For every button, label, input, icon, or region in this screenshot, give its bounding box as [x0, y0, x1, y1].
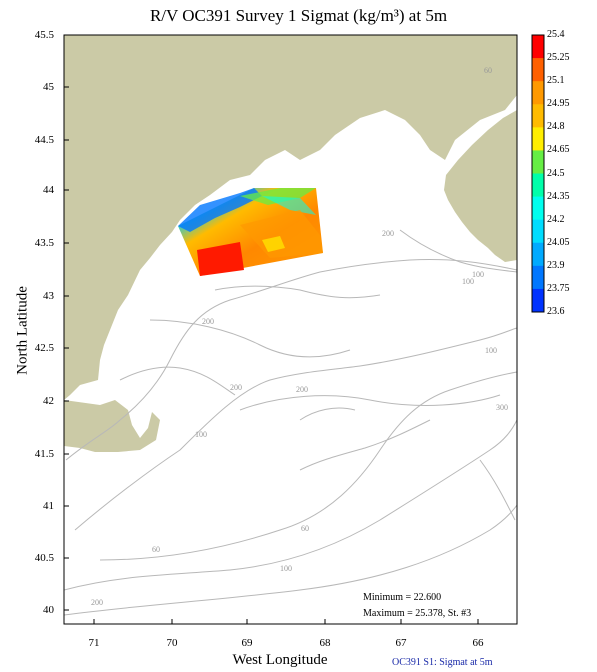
land-maine [64, 35, 517, 400]
y-tick-label: 40 [43, 604, 54, 616]
plot-frame [63, 34, 518, 625]
colorbar-swatch [532, 242, 544, 267]
colorbar-swatch [532, 196, 544, 221]
y-tick-label: 45.5 [34, 29, 54, 41]
plot-area [64, 35, 517, 616]
contour-label: 60 [301, 524, 309, 533]
x-tick-label: 70 [166, 637, 178, 649]
x-tick-label: 66 [472, 637, 484, 649]
minimum-stat: Minimum = 22.600 [363, 592, 442, 603]
contour-label: 100 [485, 346, 497, 355]
y-tick-label: 43.5 [34, 237, 54, 249]
land-nova-scotia [444, 110, 517, 262]
colorbar-swatch [532, 127, 544, 151]
colorbar-label: 24.35 [547, 190, 570, 202]
x-tick-label: 71 [88, 637, 100, 649]
survey-field [178, 188, 323, 276]
y-tick-label: 42 [43, 395, 54, 407]
chart-title: R/V OC391 Survey 1 Sigmat (kg/m³) at 5m [149, 6, 448, 25]
colorbar [531, 34, 545, 313]
bathymetry-contours [64, 229, 517, 616]
colorbar-swatch [532, 219, 544, 244]
y-tick-label: 42.5 [34, 342, 54, 354]
contour-label: 300 [496, 403, 508, 412]
contour-label: 60 [484, 66, 492, 75]
colorbar-label: 23.6 [547, 306, 565, 317]
colorbar-swatch [532, 35, 544, 59]
colorbar-swatch [532, 104, 544, 128]
colorbar-label: 25.1 [547, 75, 565, 87]
y-tick-label: 44.5 [34, 134, 54, 146]
contour-label: 200 [202, 317, 214, 326]
colorbar-swatch [532, 58, 544, 82]
contour-label: 200 [296, 385, 308, 394]
y-tick-label: 43 [43, 290, 54, 302]
y-tick-label: 41.5 [34, 448, 54, 460]
colorbar-label: 25.4 [547, 29, 565, 40]
x-axis-label: West Longitude [232, 652, 328, 668]
contour-label: 200 [382, 229, 394, 238]
colorbar-label: 23.9 [547, 259, 565, 271]
contour-label: 100 [280, 564, 292, 573]
y-tick-label: 40.5 [34, 552, 54, 564]
y-axis-label: North Latitude [14, 286, 31, 375]
colorbar-swatch [532, 173, 544, 198]
colorbar-frame [531, 34, 545, 313]
y-tick-label: 45 [43, 81, 54, 93]
colorbar-label: 24.95 [547, 98, 570, 110]
colorbar-label: 24.8 [547, 121, 565, 133]
colorbar-swatch [532, 150, 544, 174]
contour-label: 200 [230, 383, 242, 392]
contour-label: 60 [152, 545, 160, 554]
tick-marks [64, 34, 479, 624]
colorbar-swatch [532, 288, 544, 313]
maximum-stat: Maximum = 25.378, St. #3 [363, 608, 472, 619]
y-tick-label: 44 [43, 184, 54, 196]
colorbar-label: 24.65 [547, 144, 570, 156]
colorbar-label: 24.05 [547, 236, 570, 248]
x-tick-label: 68 [319, 637, 331, 649]
contour-label: 200 [91, 598, 103, 607]
x-tick-label: 67 [395, 637, 407, 649]
contour-label: 100 [472, 270, 484, 279]
colorbar-label: 24.5 [547, 167, 565, 179]
x-tick-label: 69 [241, 637, 253, 649]
credit-text: OC391 S1: Sigmat at 5m [392, 657, 493, 668]
colorbar-label: 25.25 [547, 52, 570, 64]
contour-label: 100 [195, 430, 207, 439]
colorbar-label: 23.75 [547, 282, 570, 294]
colorbar-label: 24.2 [547, 213, 565, 225]
contour-label: 100 [462, 277, 474, 286]
y-tick-label: 41 [43, 500, 54, 512]
colorbar-swatch [532, 265, 544, 290]
colorbar-swatch [532, 81, 544, 105]
